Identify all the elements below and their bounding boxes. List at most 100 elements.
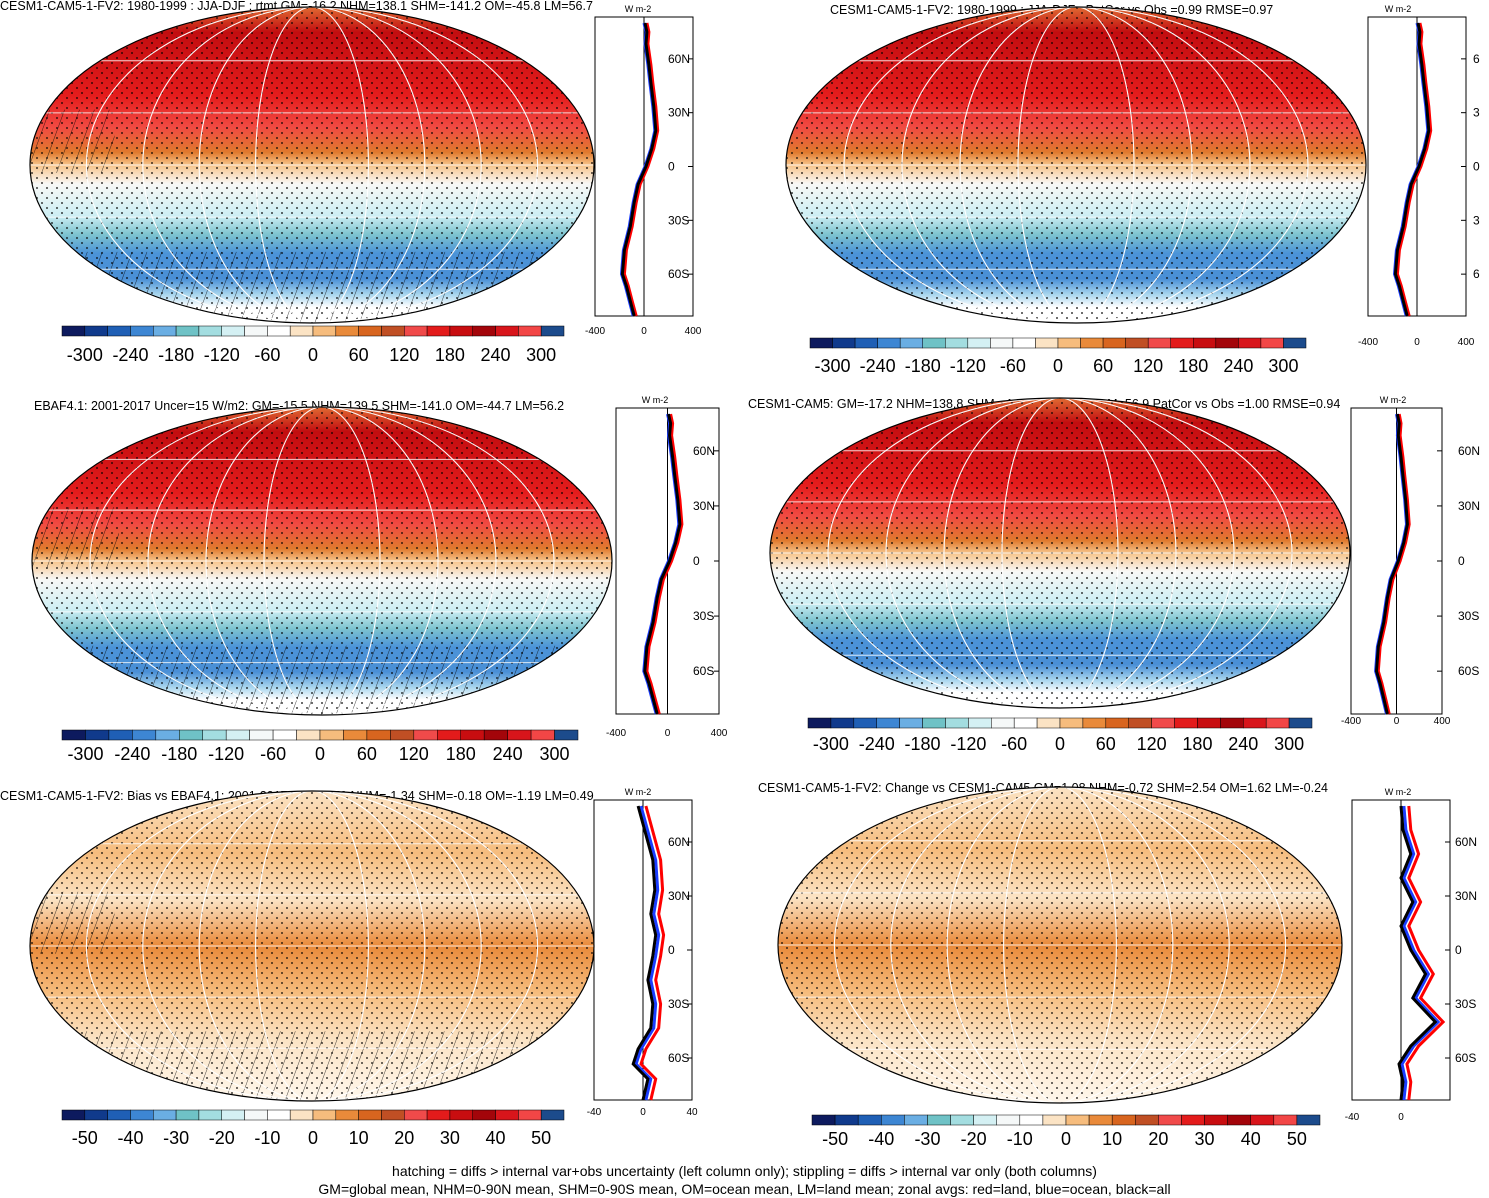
panel-3: EBAF4.1: 2001-2017 Uncer=15 W/m2: GM=-15… <box>31 395 728 764</box>
zonal-mean-panel: W m-2 -400 0 400 60N 30N 0 30S 60S <box>1341 395 1480 727</box>
colorbar-tick-label: -40 <box>117 1128 143 1148</box>
colorbar-tick-label: -180 <box>161 744 197 764</box>
colorbar-cell <box>1128 717 1152 729</box>
colorbar-cell <box>472 1109 496 1121</box>
colorbar-cell <box>404 325 428 337</box>
colorbar-cell <box>153 1109 177 1121</box>
colorbar-cell <box>472 325 496 337</box>
caption-line-1: hatching = diffs > internal var+obs unce… <box>392 1163 1097 1179</box>
colorbar-cell <box>1158 1114 1182 1126</box>
zonal-mean-unit: W m-2 <box>1385 787 1412 797</box>
longitude-gridline <box>890 787 1230 1103</box>
zonal-mean-y-tick: 0 <box>1473 160 1480 174</box>
zonal-mean-land-line <box>1405 805 1446 1101</box>
colorbar-tick-label: -50 <box>822 1129 848 1149</box>
colorbar-cell <box>85 729 110 741</box>
panel-6: CESM1-CAM5-1-FV2: Change vs CESM1-CAM5 G… <box>758 781 1477 1149</box>
colorbar-tick-label: 240 <box>481 345 511 365</box>
zonal-mean-y-tick: 0 <box>1455 943 1462 957</box>
colorbar-cell <box>153 325 177 337</box>
zonal-mean-unit: W m-2 <box>642 395 669 405</box>
colorbar-tick-label: -120 <box>204 345 240 365</box>
zonal-mean-unit: W m-2 <box>625 787 652 797</box>
zonal-mean-all-line <box>620 22 658 317</box>
colorbar-cell <box>289 325 314 337</box>
zonal-mean-panel: W m-2 -40 0 40 60N 30N 0 30S 60S <box>587 787 698 1118</box>
colorbar-tick-label: 50 <box>1287 1129 1307 1149</box>
longitude-gridline <box>255 7 369 323</box>
zonal-mean-y-tick: 6 <box>1473 52 1480 66</box>
zonal-mean-land-line <box>645 413 684 715</box>
colorbar-tick-label: -180 <box>158 345 194 365</box>
colorbar-cell <box>449 325 473 337</box>
colorbar-tick-label: -240 <box>860 356 896 376</box>
colorbar-cell <box>922 337 946 349</box>
colorbar-cell <box>221 1109 245 1121</box>
colorbar-cell <box>1147 337 1171 349</box>
zonal-mean-y-tick: 30N <box>1455 889 1477 903</box>
zonal-mean-y-tick: 30N <box>1458 499 1480 513</box>
zonal-mean-y-tick: 30S <box>693 609 714 623</box>
colorbar-cell <box>289 1109 314 1121</box>
map-field <box>30 791 594 1101</box>
zonal-mean-y-tick: 30N <box>668 889 690 903</box>
colorbar-cell <box>1227 1114 1251 1126</box>
hatching <box>30 1031 594 1101</box>
colorbar-cell <box>483 729 508 741</box>
longitude-gridline <box>147 407 497 715</box>
hatching <box>30 891 115 954</box>
colorbar-cell <box>1193 337 1217 349</box>
colorbar-tick-label: -50 <box>72 1128 98 1148</box>
caption-line-2: GM=global mean, NHM=0-90N mean, SHM=0-90… <box>318 1181 1171 1197</box>
colorbar-cell <box>1125 337 1149 349</box>
zonal-mean-x-tick: 0 <box>640 1107 646 1118</box>
colorbar-cell <box>107 325 131 337</box>
zonal-mean-unit: W m-2 <box>1385 4 1412 14</box>
map-field <box>770 398 1350 708</box>
colorbar-cell <box>296 729 321 741</box>
zonal-mean-x-tick: -40 <box>1345 1112 1360 1123</box>
colorbar-cell <box>404 1109 428 1121</box>
zonal-mean-land-line <box>1376 413 1411 715</box>
zonal-mean-all-line <box>1374 413 1409 715</box>
colorbar-cell <box>950 1114 974 1126</box>
zonal-mean-x-tick: 0 <box>1414 337 1420 348</box>
colorbar-cell <box>899 337 923 349</box>
zonal-mean-panel: W m-2 -400 0 400 60N 30N 0 30S 60S <box>585 4 702 337</box>
colorbar-cell <box>809 337 833 349</box>
colorbar-tick-label: 300 <box>1268 356 1298 376</box>
colorbar-tick-label: -60 <box>260 744 286 764</box>
colorbar-cell <box>876 717 900 729</box>
colorbar-tick-label: 10 <box>1102 1129 1122 1149</box>
colorbar-cell <box>495 1109 519 1121</box>
colorbar-cell <box>1105 717 1129 729</box>
colorbar-cell <box>130 1109 154 1121</box>
colorbar-tick-label: -60 <box>1001 734 1027 754</box>
colorbar-cell <box>61 325 86 337</box>
colorbar-cell <box>1151 717 1175 729</box>
colorbar-tick-label: -180 <box>905 356 941 376</box>
colorbar-cell <box>244 1109 268 1121</box>
colorbar-cell <box>854 337 878 349</box>
colorbar-cell <box>272 729 297 741</box>
colorbar-cell <box>518 1109 542 1121</box>
zonal-mean-y-tick: 0 <box>668 943 675 957</box>
colorbar-tick-label: 120 <box>389 345 419 365</box>
colorbar-cell <box>968 717 992 729</box>
zonal-mean-panel: W m-2 -40 0 60N 30N 0 30S 60S <box>1345 787 1477 1123</box>
colorbar-cell <box>1170 337 1194 349</box>
map-field <box>778 787 1342 1103</box>
colorbar-tick-label: 300 <box>526 345 556 365</box>
colorbar-tick-label: -60 <box>254 345 280 365</box>
zonal-mean-y-tick: 60S <box>693 664 714 678</box>
colorbar-cell <box>84 1109 108 1121</box>
zonal-mean-y-tick: 60S <box>668 267 689 281</box>
colorbar-cell <box>1082 717 1107 729</box>
colorbar-tick-label: 0 <box>1055 734 1065 754</box>
longitude-gridline <box>263 407 381 715</box>
zonal-mean-y-tick: 30N <box>693 499 715 513</box>
map-outline <box>31 406 613 716</box>
colorbar: -50 -40 -30 -20 -10 0 10 20 30 40 50 <box>811 1114 1321 1149</box>
longitude-gridline <box>1017 7 1135 323</box>
colorbar-tick-label: 60 <box>349 345 369 365</box>
